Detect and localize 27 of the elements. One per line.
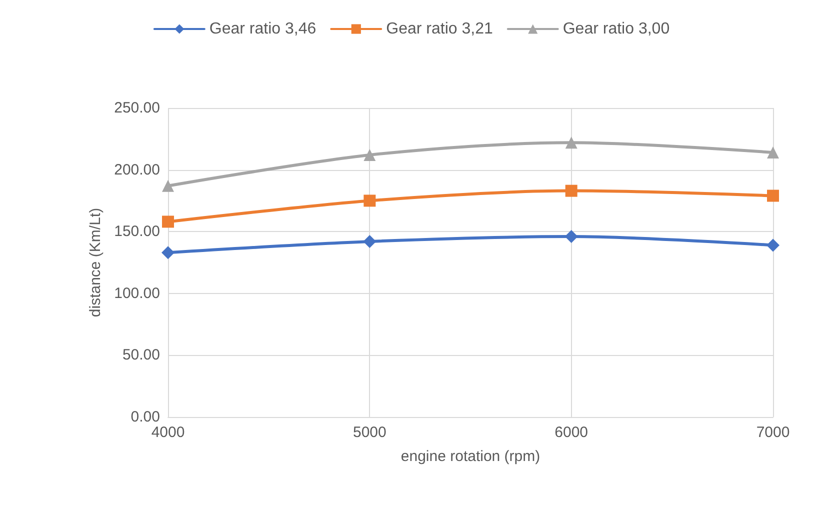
point: [767, 190, 779, 202]
y-tick-label: 200.00: [114, 161, 160, 178]
x-tick-label: 4000: [151, 424, 185, 441]
point: [162, 180, 174, 192]
point: [162, 216, 174, 228]
legend-label: Gear ratio 3,46: [209, 20, 316, 38]
point: [364, 194, 376, 207]
point: [564, 230, 578, 244]
y-tick-label: 150.00: [114, 223, 160, 240]
point: [767, 146, 779, 158]
y-tick-label: 0.00: [130, 408, 160, 426]
x-tick-label: 5000: [352, 424, 386, 441]
point: [565, 184, 578, 197]
x-tick-label: 6000: [554, 424, 588, 441]
point: [363, 234, 376, 248]
point: [766, 238, 780, 252]
legend-label: Gear ratio 3,21: [386, 20, 493, 38]
y-tick-label: 250.00: [114, 100, 160, 116]
point: [565, 136, 578, 149]
legend-label: Gear ratio 3,00: [562, 20, 670, 38]
y-tick-label: 50.00: [122, 346, 160, 364]
y-axis-title: distance (Km/Lt): [87, 208, 104, 318]
point: [162, 246, 174, 260]
x-axis-title: engine rotation (rpm): [400, 448, 540, 465]
y-tick-label: 100.00: [114, 284, 160, 302]
point: [364, 148, 376, 161]
x-tick-label: 7000: [756, 424, 790, 441]
